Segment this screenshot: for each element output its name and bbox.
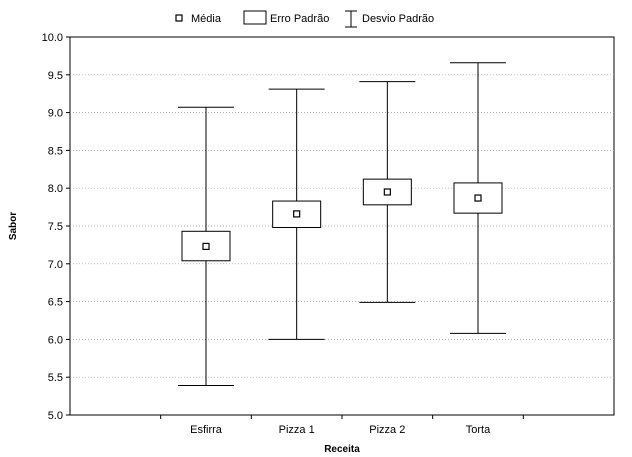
legend-mean-label: Média	[191, 13, 222, 25]
y-tick-label: 5.0	[48, 410, 63, 422]
legend: Média Erro Padrão Desvio Padrão	[175, 10, 434, 28]
y-tick-label: 5.5	[48, 372, 63, 384]
y-tick-label: 9.0	[48, 108, 63, 120]
x-tick-label: Pizza 2	[369, 424, 405, 436]
y-axis-title: Sabor	[8, 212, 19, 240]
y-tick-label: 8.0	[48, 183, 63, 195]
x-axis-ticks: Esfirra Pizza 1 Pizza 2 Torta	[160, 415, 524, 436]
mean-marker	[474, 194, 482, 202]
y-tick-label: 9.5	[48, 70, 63, 82]
boxes	[178, 62, 506, 387]
y-tick-label: 8.5	[48, 145, 63, 157]
box-group	[268, 88, 325, 340]
y-axis-ticks: 5.0 5.5 6.0 6.5 7.0 7.5 8.0 8.5 9.0 9.5 10.0	[42, 32, 70, 422]
legend-sd-label: Desvio Padrão	[362, 13, 434, 25]
legend-mean-marker	[175, 14, 183, 22]
x-tick-label: Esfirra	[190, 424, 223, 436]
legend-sd-marker	[345, 10, 357, 28]
box-group	[359, 81, 416, 303]
y-tick-label: 7.0	[48, 259, 63, 271]
box-group	[450, 62, 506, 334]
x-tick-label: Torta	[466, 424, 491, 436]
legend-se-marker	[243, 10, 267, 25]
gridlines	[70, 74, 614, 378]
mean-marker	[202, 242, 210, 251]
y-tick-label: 6.0	[48, 334, 63, 346]
mean-marker	[293, 210, 301, 218]
se-box	[181, 230, 231, 262]
x-tick-label: Pizza 1	[279, 424, 315, 436]
y-tick-label: 6.5	[48, 297, 63, 309]
y-tick-label: 7.5	[48, 221, 63, 233]
x-axis-title: Receita	[324, 444, 360, 455]
legend-se-label: Erro Padrão	[270, 13, 329, 25]
box-group	[178, 106, 234, 387]
y-tick-label: 10.0	[42, 32, 63, 44]
mean-marker	[383, 188, 391, 196]
